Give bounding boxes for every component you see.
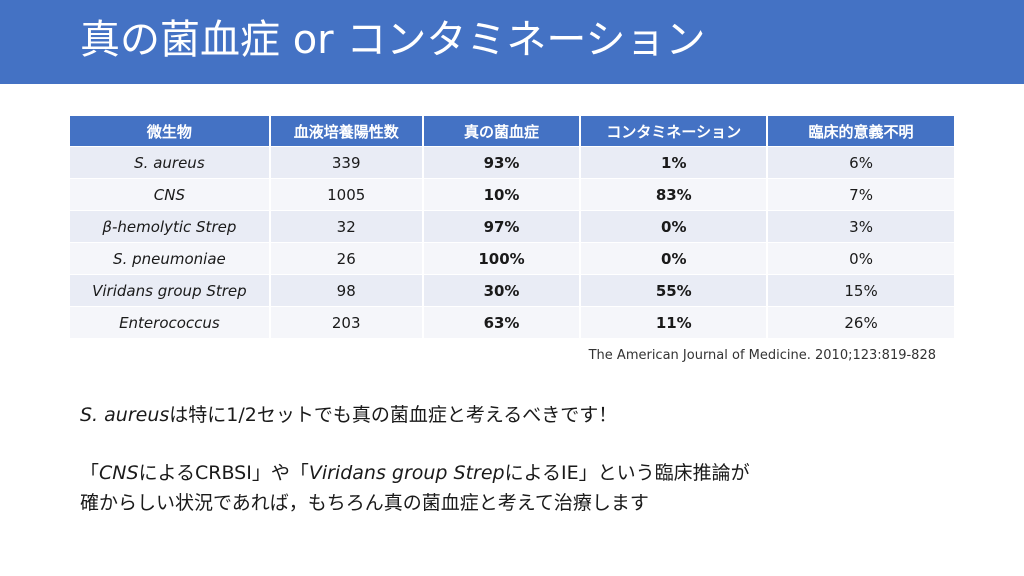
cell-organism: β-hemolytic Strep — [70, 210, 271, 243]
cell-true-bacteremia: 30% — [422, 274, 582, 307]
cell-unclear: 26% — [767, 306, 954, 338]
header-organism: 微生物 — [70, 116, 271, 147]
cell-organism: CNS — [70, 178, 271, 211]
cell-unclear: 3% — [767, 210, 954, 243]
citation: The American Journal of Medicine. 2010;1… — [588, 348, 936, 363]
slide-title: 真の菌血症 or コンタミネーション — [80, 17, 706, 63]
cell-organism: S. aureus — [70, 146, 271, 179]
table-row: Enterococcus 203 63% 11% 26% — [70, 306, 954, 338]
cell-true-bacteremia: 100% — [422, 242, 582, 275]
cell-organism: S. pneumoniae — [70, 242, 271, 275]
cell-contamination: 11% — [580, 306, 769, 338]
header-contamination: コンタミネーション — [580, 116, 769, 147]
cell-positives: 98 — [269, 274, 424, 307]
cell-contamination: 55% — [580, 274, 769, 307]
cell-contamination: 83% — [580, 178, 769, 211]
note-text: によるCRBSI」や「 — [138, 462, 309, 484]
note-text: によるIE」という臨床推論が — [504, 462, 750, 484]
cell-unclear: 0% — [767, 242, 954, 275]
header-unclear: 臨床的意義不明 — [767, 116, 954, 147]
note-text: 「 — [80, 462, 100, 484]
table-row: Viridans group Strep 98 30% 55% 15% — [70, 274, 954, 307]
cell-positives: 339 — [269, 146, 424, 179]
cell-organism: Viridans group Strep — [70, 274, 271, 307]
cell-organism: Enterococcus — [70, 306, 271, 338]
cell-true-bacteremia: 93% — [422, 146, 582, 179]
cell-unclear: 15% — [767, 274, 954, 307]
title-bar: 真の菌血症 or コンタミネーション — [0, 0, 1024, 84]
note-organism: S. aureus — [80, 404, 170, 426]
note-organism: CNS — [99, 462, 139, 484]
cell-unclear: 6% — [767, 146, 954, 179]
cell-true-bacteremia: 10% — [422, 178, 582, 211]
note-organism: Viridans group Strep — [308, 462, 505, 484]
table-row: β-hemolytic Strep 32 97% 0% 3% — [70, 210, 954, 243]
cell-positives: 203 — [269, 306, 424, 338]
table-row: S. aureus 339 93% 1% 6% — [70, 146, 954, 179]
note-text: は特に1/2セットでも真の菌血症と考えるべきです！ — [169, 404, 618, 426]
cell-true-bacteremia: 97% — [422, 210, 582, 243]
cell-contamination: 0% — [580, 242, 769, 275]
cell-unclear: 7% — [767, 178, 954, 211]
cell-true-bacteremia: 63% — [422, 306, 582, 338]
cell-positives: 32 — [269, 210, 424, 243]
header-positives: 血液培養陽性数 — [269, 116, 424, 147]
note-line-2: 「CNSによるCRBSI」や「Viridans group StrepによるIE… — [80, 458, 750, 485]
cell-contamination: 0% — [580, 210, 769, 243]
cell-positives: 26 — [269, 242, 424, 275]
cell-positives: 1005 — [269, 178, 424, 211]
bacteremia-table: 微生物 血液培養陽性数 真の菌血症 コンタミネーション 臨床的意義不明 S. a… — [70, 116, 954, 338]
note-line-1: S. aureusは特に1/2セットでも真の菌血症と考えるべきです！ — [80, 400, 617, 427]
table-header-row: 微生物 血液培養陽性数 真の菌血症 コンタミネーション 臨床的意義不明 — [70, 116, 954, 147]
header-true-bacteremia: 真の菌血症 — [422, 116, 582, 147]
note-line-3: 確からしい状況であれば，もちろん真の菌血症と考えて治療します — [80, 492, 649, 514]
table-row: S. pneumoniae 26 100% 0% 0% — [70, 242, 954, 275]
table-row: CNS 1005 10% 83% 7% — [70, 178, 954, 211]
cell-contamination: 1% — [580, 146, 769, 179]
